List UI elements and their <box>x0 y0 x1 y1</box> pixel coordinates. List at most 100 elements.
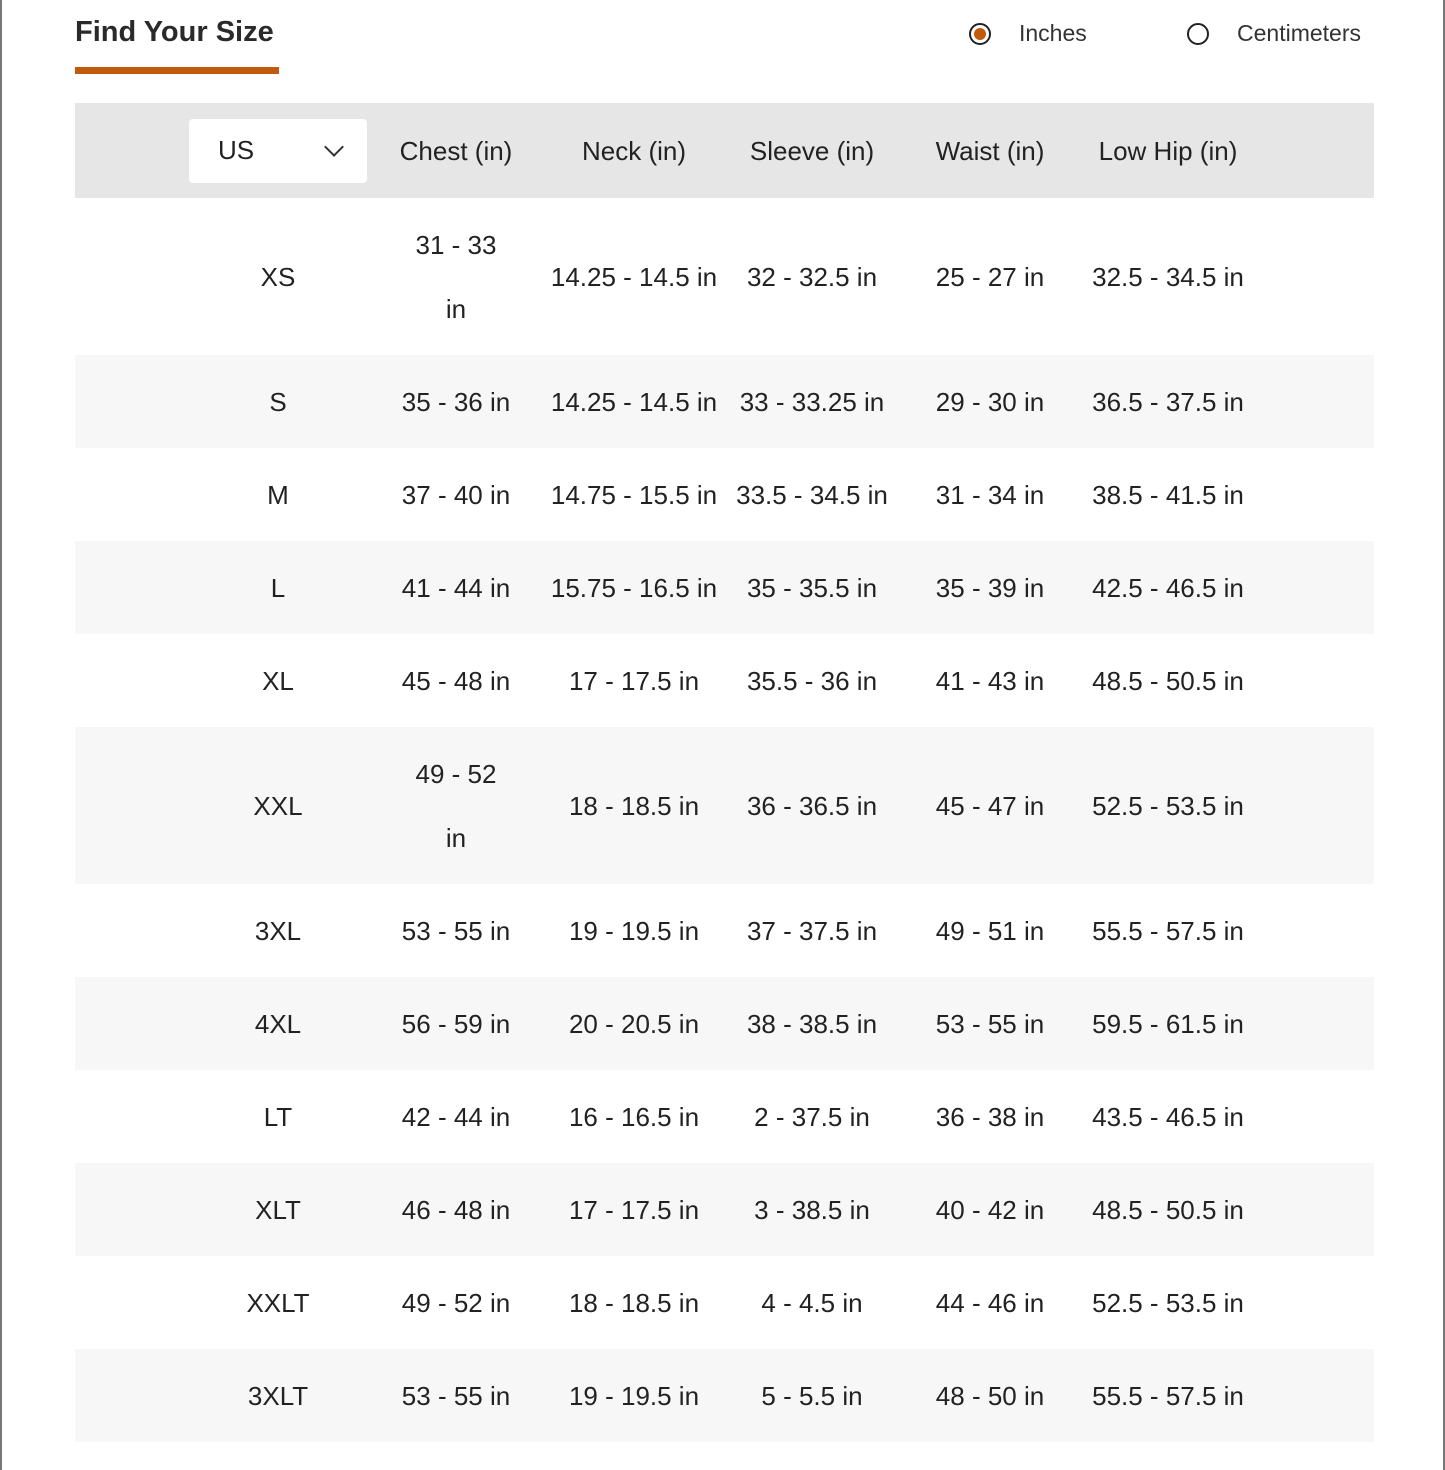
page-title: Find Your Size <box>75 16 274 48</box>
cell-neck: 17 - 17.5 in <box>568 665 700 696</box>
cell-sleeve: 38 - 38.5 in <box>746 1008 878 1039</box>
cell-waist: 25 - 27 in <box>935 261 1045 292</box>
cell-neck: 14.25 - 14.5 in <box>550 261 718 292</box>
cell-neck: 16 - 16.5 in <box>568 1101 700 1132</box>
cell-sleeve: 35 - 35.5 in <box>746 572 878 603</box>
cell-chest: 49 - 52 in <box>401 1287 511 1318</box>
cell-low-hip: 59.5 - 61.5 in <box>1092 1008 1244 1039</box>
cell-size: 4XL <box>254 1008 302 1039</box>
cell-chest: 53 - 55 in <box>401 1380 511 1411</box>
cell-low-hip: 42.5 - 46.5 in <box>1092 572 1244 603</box>
cell-chest: 35 - 36 in <box>401 386 511 417</box>
cell-size: 3XLT <box>247 1380 309 1411</box>
cell-neck: 17 - 17.5 in <box>568 1194 700 1225</box>
cell-size: XL <box>262 665 294 696</box>
cell-sleeve: 3 - 38.5 in <box>754 1194 870 1225</box>
table-row: 4XL 56 - 59 in 20 - 20.5 in 38 - 38.5 in 53 … <box>75 977 1374 1070</box>
cell-waist: 29 - 30 in <box>935 386 1045 417</box>
table-row: 3XL 53 - 55 in 19 - 19.5 in 37 - 37.5 in 49 … <box>75 884 1374 977</box>
cell-neck: 15.75 - 16.5 in <box>550 572 718 603</box>
cell-sleeve: 5 - 5.5 in <box>761 1380 863 1411</box>
header-chest: Chest (in) <box>399 135 513 166</box>
table-row: 3XLT 53 - 55 in 19 - 19.5 in 5 - 5.5 in 48 -… <box>75 1349 1374 1442</box>
title-underline <box>75 67 279 74</box>
cell-waist: 36 - 38 in <box>935 1101 1045 1132</box>
cell-low-hip: 48.5 - 50.5 in <box>1092 1194 1244 1225</box>
cell-chest: 41 - 44 in <box>401 572 511 603</box>
cell-neck: 19 - 19.5 in <box>568 1380 700 1411</box>
cell-neck: 18 - 18.5 in <box>568 1287 700 1318</box>
size-table: US Chest (in) Neck (in) Sleeve (in) Wais… <box>75 103 1374 1442</box>
cell-waist: 31 - 34 in <box>935 479 1045 510</box>
chevron-down-icon <box>324 136 344 157</box>
cell-size: M <box>267 479 289 510</box>
cell-chest: 42 - 44 in <box>401 1101 511 1132</box>
cell-size: 3XL <box>254 915 302 946</box>
cell-size: XXLT <box>246 1287 310 1318</box>
cell-sleeve: 36 - 36.5 in <box>746 790 878 821</box>
cell-chest: 31 - 33 in <box>415 229 497 324</box>
cell-neck: 20 - 20.5 in <box>568 1008 700 1039</box>
cell-chest: 56 - 59 in <box>401 1008 511 1039</box>
cell-low-hip: 36.5 - 37.5 in <box>1092 386 1244 417</box>
cell-size: XXL <box>253 790 303 821</box>
table-row: L 41 - 44 in 15.75 - 16.5 in 35 - 35.5 in 35… <box>75 541 1374 634</box>
cell-low-hip: 32.5 - 34.5 in <box>1092 261 1244 292</box>
header-neck: Neck (in) <box>581 135 686 166</box>
cell-waist: 49 - 51 in <box>935 915 1045 946</box>
table-row: M 37 - 40 in 14.75 - 15.5 in 33.5 - 34.5 in… <box>75 448 1374 541</box>
cell-sleeve: 37 - 37.5 in <box>746 915 878 946</box>
header-sleeve: Sleeve (in) <box>749 135 875 166</box>
table-row: XS 31 - 33 in 14.25 - 14.5 in 32 - 32.5 in 2… <box>75 198 1374 355</box>
table-row: XL 45 - 48 in 17 - 17.5 in 35.5 - 36 in 41 -… <box>75 634 1374 727</box>
cell-waist: 35 - 39 in <box>935 572 1045 603</box>
table-row: LT 42 - 44 in 16 - 16.5 in 2 - 37.5 in 36 - … <box>75 1070 1374 1163</box>
cell-neck: 14.75 - 15.5 in <box>550 479 718 510</box>
cell-waist: 41 - 43 in <box>935 665 1045 696</box>
table-header: US Chest (in) Neck (in) Sleeve (in) Wais… <box>75 103 1374 198</box>
cell-low-hip: 38.5 - 41.5 in <box>1092 479 1244 510</box>
cell-chest: 49 - 52 in <box>415 758 497 853</box>
cell-chest: 53 - 55 in <box>401 915 511 946</box>
cell-chest: 45 - 48 in <box>401 665 511 696</box>
radio-centimeters[interactable]: Centimeters <box>1187 20 1361 47</box>
table-row: XLT 46 - 48 in 17 - 17.5 in 3 - 38.5 in 40 -… <box>75 1163 1374 1256</box>
cell-neck: 19 - 19.5 in <box>568 915 700 946</box>
cell-size: XS <box>260 261 296 292</box>
cell-size: L <box>270 572 286 603</box>
cell-sleeve: 33.5 - 34.5 in <box>736 479 888 510</box>
cell-waist: 40 - 42 in <box>935 1194 1045 1225</box>
table-row: S 35 - 36 in 14.25 - 14.5 in 33 - 33.25 in 2… <box>75 355 1374 448</box>
cell-low-hip: 48.5 - 50.5 in <box>1092 665 1244 696</box>
cell-sleeve: 33 - 33.25 in <box>739 386 885 417</box>
table-row: XXLT 49 - 52 in 18 - 18.5 in 4 - 4.5 in 44 -… <box>75 1256 1374 1349</box>
header-waist: Waist (in) <box>935 135 1045 166</box>
table-row: XXL 49 - 52 in 18 - 18.5 in 36 - 36.5 in 45 … <box>75 727 1374 884</box>
cell-sleeve: 2 - 37.5 in <box>754 1101 870 1132</box>
cell-sleeve: 4 - 4.5 in <box>761 1287 863 1318</box>
cell-waist: 44 - 46 in <box>935 1287 1045 1318</box>
cell-low-hip: 52.5 - 53.5 in <box>1092 1287 1244 1318</box>
radio-selected-icon <box>969 22 991 45</box>
cell-size: XLT <box>255 1194 301 1225</box>
cell-sleeve: 32 - 32.5 in <box>746 261 878 292</box>
radio-inches[interactable]: Inches <box>969 20 1087 47</box>
cell-waist: 45 - 47 in <box>935 790 1045 821</box>
region-select[interactable]: US <box>189 118 367 183</box>
cell-size: S <box>269 386 287 417</box>
radio-label: Inches <box>1019 20 1087 46</box>
header-low-hip: Low Hip (in) <box>1098 135 1238 166</box>
cell-low-hip: 55.5 - 57.5 in <box>1092 1380 1244 1411</box>
cell-low-hip: 43.5 - 46.5 in <box>1092 1101 1244 1132</box>
cell-chest: 37 - 40 in <box>401 479 511 510</box>
cell-neck: 14.25 - 14.5 in <box>550 386 718 417</box>
cell-waist: 48 - 50 in <box>935 1380 1045 1411</box>
cell-size: LT <box>263 1101 293 1132</box>
cell-low-hip: 52.5 - 53.5 in <box>1092 790 1244 821</box>
cell-sleeve: 35.5 - 36 in <box>746 665 878 696</box>
cell-chest: 46 - 48 in <box>401 1194 511 1225</box>
radio-unselected-icon <box>1187 22 1209 45</box>
cell-waist: 53 - 55 in <box>935 1008 1045 1039</box>
region-value: US <box>218 135 255 165</box>
radio-label: Centimeters <box>1237 20 1361 46</box>
